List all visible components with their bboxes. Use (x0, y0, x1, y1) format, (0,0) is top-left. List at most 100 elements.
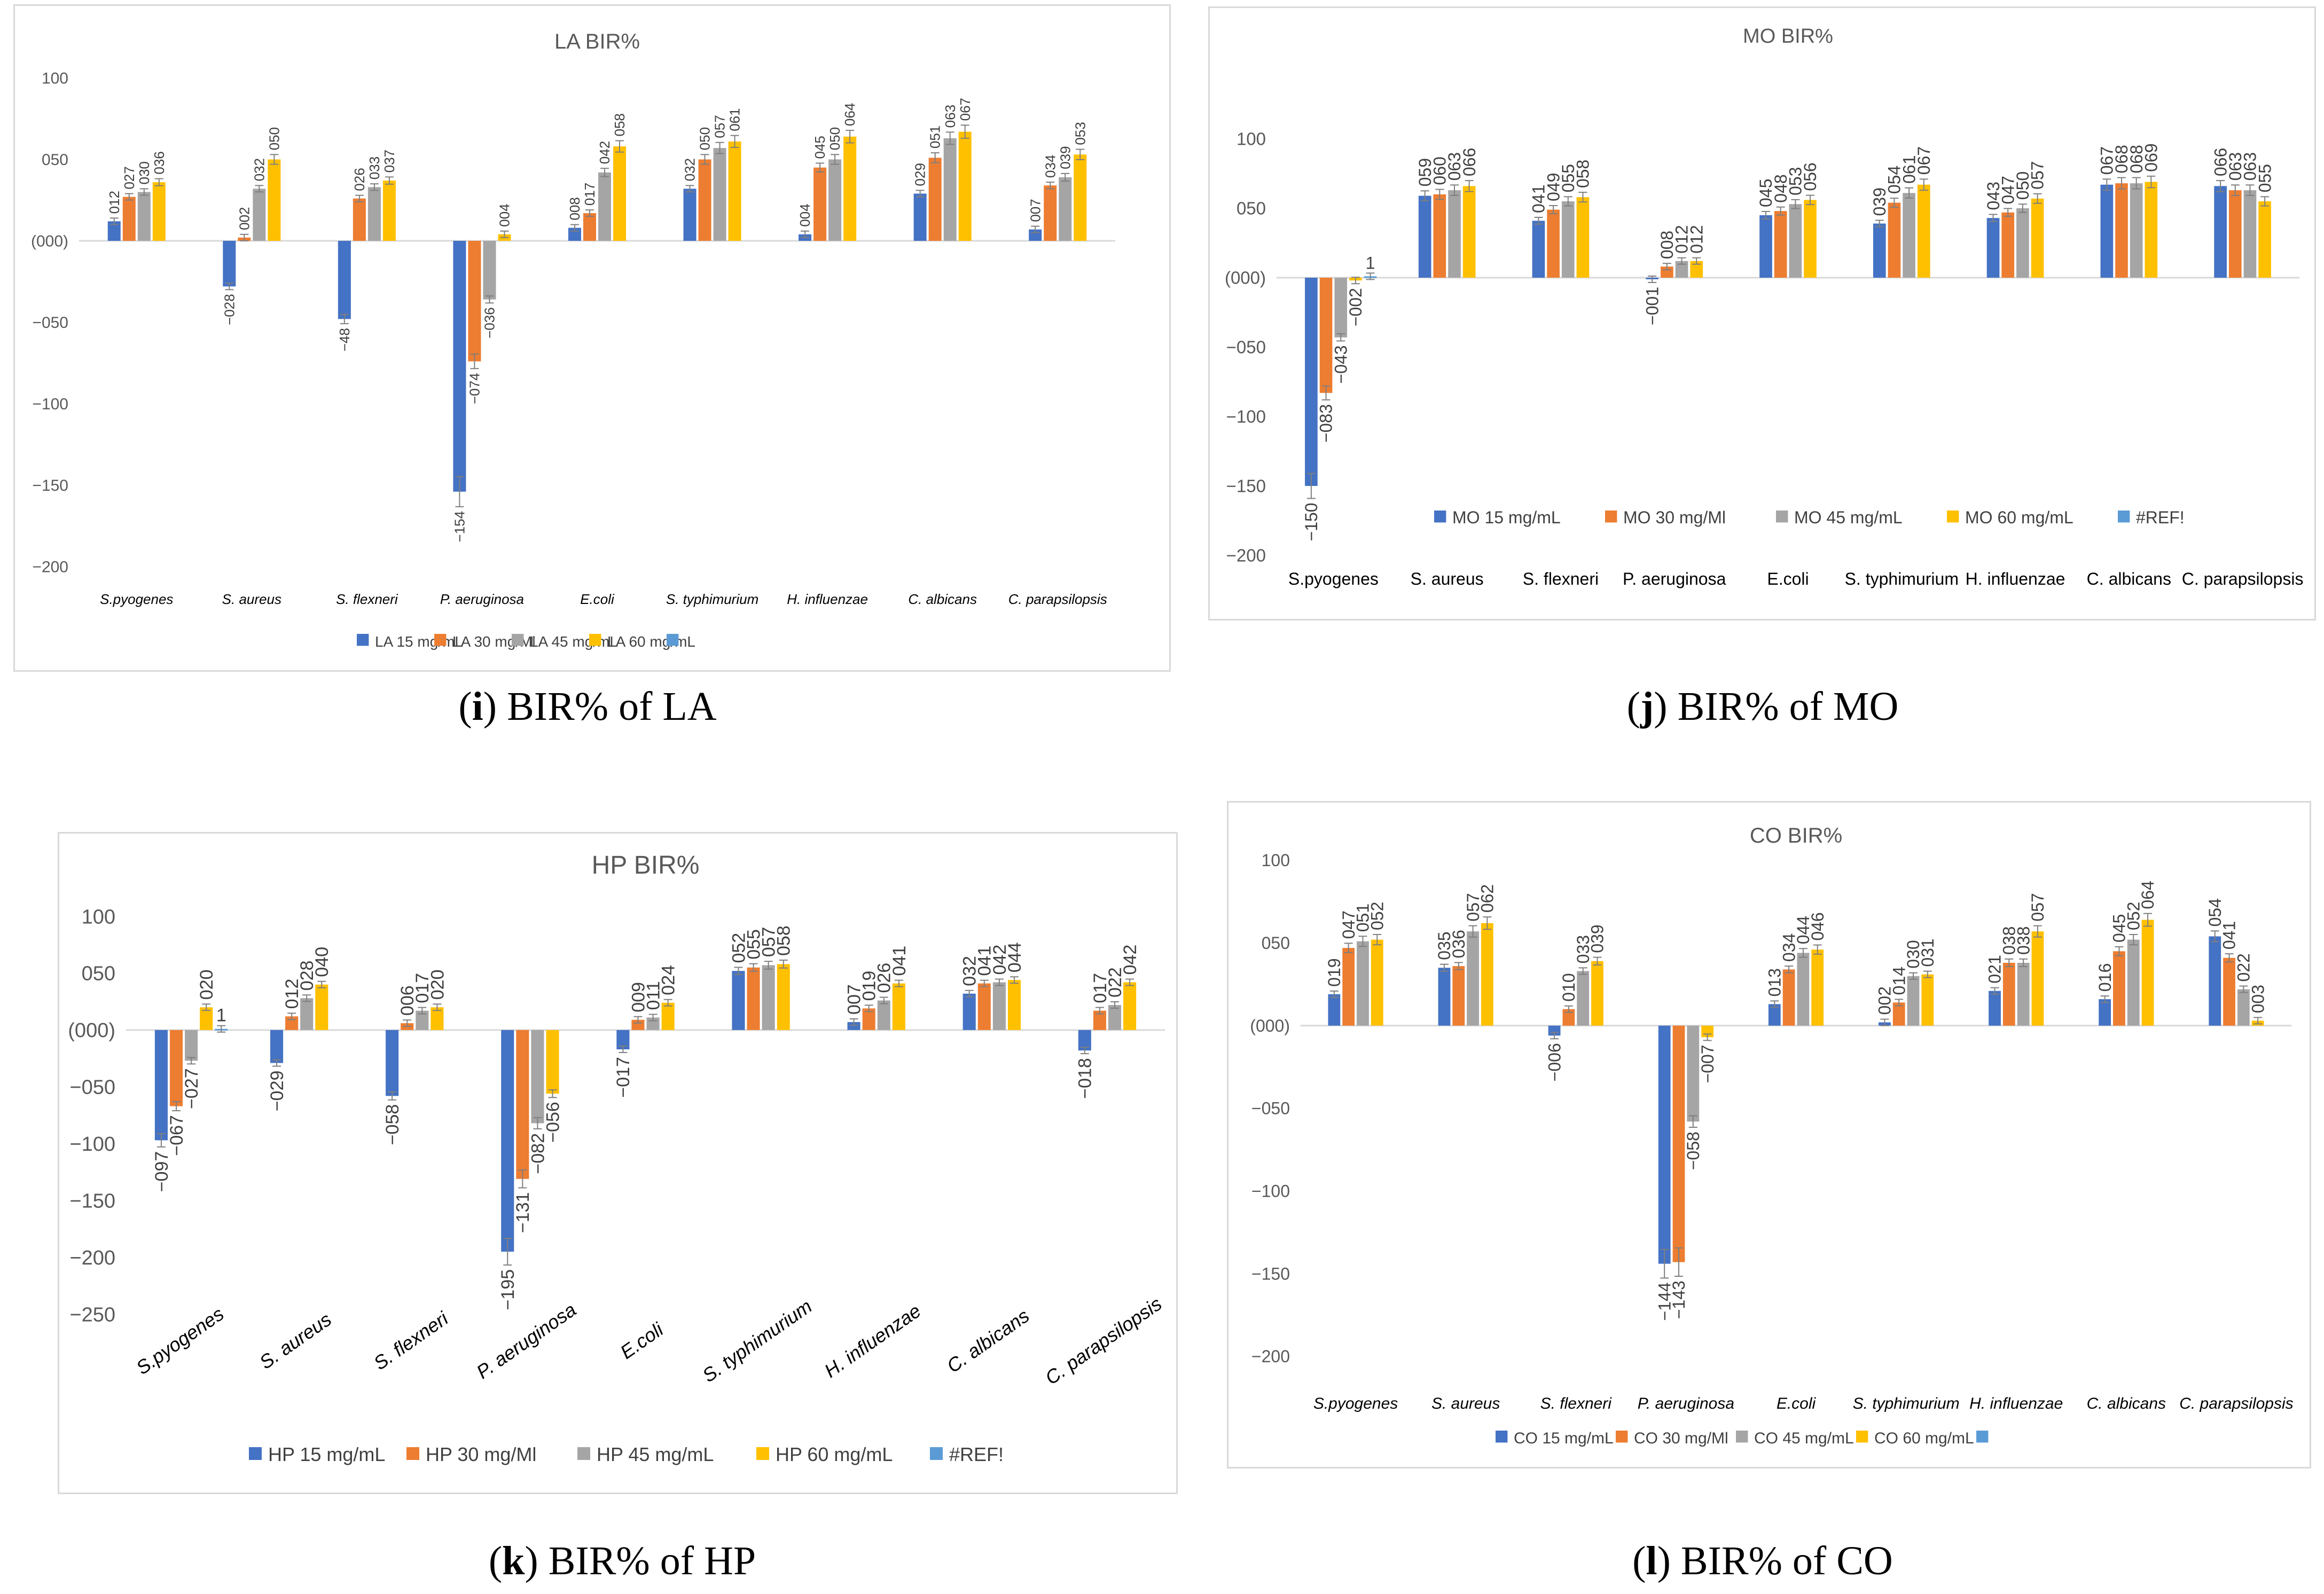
category-label-s-typhimurium: S. typhimurium (1853, 1395, 1960, 1412)
data-label: −029 (267, 1071, 287, 1112)
bar (122, 197, 136, 241)
category-label-c-parapsilopsis: C. parapsilopsis (2179, 1395, 2293, 1412)
caption-co-text: BIR% of CO (1670, 1538, 1893, 1583)
bar (1548, 1025, 1561, 1036)
data-label: 049 (1544, 173, 1563, 201)
bar (2113, 951, 2125, 1026)
data-label: 033 (1574, 935, 1593, 963)
legend-swatch (1605, 511, 1617, 523)
y-tick-label: 100 (42, 70, 68, 88)
data-label: 047 (1339, 910, 1358, 939)
data-label: −001 (1642, 287, 1662, 325)
legend-label: CO 60 mg/mL (1874, 1430, 1974, 1447)
category-label-s-pyogenes: S.pyogenes (100, 591, 173, 607)
y-tick-label: −100 (1251, 1182, 1290, 1201)
legend-label: LA 45 mg/mL (530, 633, 618, 650)
legend-swatch (1736, 1431, 1748, 1443)
category-label-h-influenzae: H. influenzae (1966, 569, 2065, 588)
bar (1357, 941, 1369, 1026)
data-label: 036 (151, 151, 167, 174)
chart-hp: HP BIR% 100 050 (000) −050 −100 −150 −200 −250 S.… (68, 851, 1165, 1465)
bar (2237, 989, 2250, 1026)
data-label: 058 (1574, 160, 1593, 188)
y-tick-label: −150 (1251, 1264, 1290, 1283)
bar (963, 993, 976, 1030)
data-label: 017 (582, 183, 598, 206)
data-label: 063 (1445, 152, 1464, 180)
data-label: 003 (2248, 985, 2267, 1013)
bar (2017, 962, 2030, 1026)
bar (1342, 948, 1355, 1026)
bar (598, 172, 612, 241)
data-label: 057 (759, 927, 779, 957)
y-tick-label: −250 (69, 1304, 115, 1326)
bar (2214, 186, 2227, 278)
data-label: 063 (942, 105, 958, 128)
bar (732, 971, 745, 1030)
bar (2141, 920, 2154, 1026)
data-label: 055 (2255, 164, 2274, 192)
data-label: 038 (2000, 926, 2019, 955)
bar (661, 1002, 675, 1030)
bar (1007, 980, 1021, 1030)
bar (1989, 991, 2001, 1026)
data-label: −143 (1669, 1281, 1688, 1319)
bar (992, 982, 1006, 1030)
data-label: 012 (1687, 225, 1706, 253)
data-label: 041 (889, 946, 910, 976)
data-label: 048 (1771, 174, 1790, 202)
data-label: 039 (1057, 146, 1073, 169)
bar (367, 187, 381, 241)
bar (2127, 939, 2140, 1026)
data-label: 017 (1090, 973, 1110, 1003)
legend-swatch (1434, 511, 1446, 523)
legend-swatch (434, 634, 447, 646)
data-label: 038 (2014, 926, 2033, 955)
data-label: 014 (1889, 967, 1908, 995)
data-label: 034 (1779, 933, 1798, 962)
data-label: 057 (2028, 893, 2047, 921)
bar (2130, 183, 2143, 278)
data-label: −150 (1302, 502, 1321, 541)
data-label: 042 (990, 945, 1010, 975)
bar (2258, 201, 2271, 278)
caption-mo-text: BIR% of MO (1667, 684, 1899, 729)
y-tick-label: −050 (69, 1077, 115, 1099)
chart-title: HP BIR% (592, 851, 700, 880)
y-tick-label: 050 (42, 151, 68, 169)
caption-hp-letter: k (502, 1538, 525, 1583)
data-label: 053 (1072, 122, 1088, 145)
data-label: 042 (597, 141, 613, 164)
category-label-p-aeruginosa: P. aeruginosa (1638, 1395, 1734, 1412)
data-label: 024 (659, 965, 679, 995)
bar (828, 159, 842, 241)
caption-la: (i) BIR% of LA (458, 684, 717, 729)
chart-mo: MO BIR% 100 050 (000) −050 −100 −150 −200 S.pyog… (1225, 25, 2304, 588)
bar (2243, 190, 2257, 278)
data-label: 011 (643, 981, 663, 1010)
caption-la-text: BIR% of LA (497, 684, 717, 729)
data-label: 1 (216, 1006, 226, 1026)
bar (1438, 968, 1451, 1026)
data-label: 012 (1672, 225, 1692, 253)
bar (1797, 953, 1810, 1026)
data-label: 004 (797, 203, 813, 226)
data-label: 002 (1875, 986, 1895, 1015)
bar (1334, 278, 1348, 337)
category-label-e-coli: E.coli (580, 591, 615, 607)
data-label: 067 (957, 98, 973, 121)
data-label: 012 (106, 191, 122, 214)
bar (223, 241, 236, 287)
data-label: 041 (975, 946, 995, 976)
category-label-c-parapsilopsis: C. parapsilopsis (2182, 569, 2304, 588)
chart-title: LA BIR% (554, 30, 640, 53)
bar (2209, 936, 2221, 1026)
data-label: 008 (1657, 231, 1677, 259)
legend-swatch (1776, 511, 1788, 523)
bar (1418, 195, 1431, 278)
data-label: 054 (2205, 898, 2225, 926)
category-label-c-albicans: C. albicans (908, 591, 977, 607)
data-label: −131 (513, 1192, 533, 1233)
legend-label: HP 45 mg/mL (597, 1443, 714, 1465)
data-label: 044 (1794, 916, 1813, 944)
